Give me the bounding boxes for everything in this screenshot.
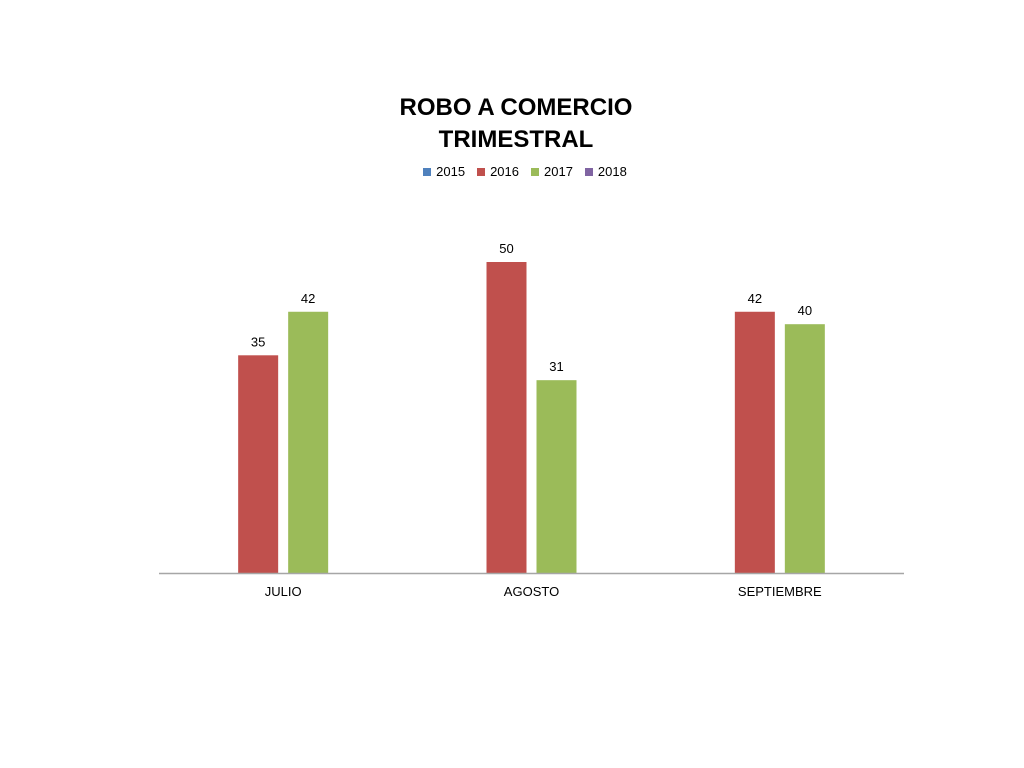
legend-swatch-2018	[584, 167, 593, 176]
x-tick-label-julio: JULIO	[265, 584, 302, 599]
chart-title-line-2: TRIMESTRAL	[438, 126, 594, 153]
legend-swatch-2016	[477, 167, 486, 176]
bar-julio-2017	[288, 311, 329, 573]
data-label-julio-2016: 35	[251, 334, 265, 349]
x-tick-label-agosto: AGOSTO	[504, 584, 559, 599]
bar-julio-2016	[238, 355, 279, 573]
bar-septiembre-2016	[734, 311, 775, 573]
legend-label-2017: 2017	[544, 164, 573, 179]
legend-item-2018: 2018	[584, 164, 627, 179]
chart-title: ROBO A COMERCIO TRIMESTRAL	[312, 92, 720, 156]
data-label-septiembre-2017: 40	[798, 303, 812, 318]
legend-label-2018: 2018	[597, 164, 627, 179]
bar-septiembre-2017	[784, 324, 825, 573]
data-label-julio-2017: 42	[301, 291, 315, 306]
legend-item-2015: 2015	[423, 164, 465, 179]
legend-swatch-2017	[531, 167, 539, 176]
legend-swatch-2015	[423, 167, 432, 176]
chart-title-line-1: ROBO A COMERCIO	[399, 94, 633, 121]
data-label-agosto-2017: 31	[549, 359, 563, 374]
bar-agosto-2017	[536, 380, 577, 573]
data-label-septiembre-2016: 42	[748, 291, 762, 306]
legend-label-2016: 2016	[490, 164, 519, 179]
legend: 2015 2016 2017 2018	[0, 164, 1024, 179]
x-tick-label-septiembre: SEPTIEMBRE	[738, 584, 822, 599]
data-label-agosto-2016: 50	[499, 241, 513, 256]
legend-item-2017: 2017	[531, 164, 573, 179]
legend-label-2015: 2015	[436, 164, 466, 179]
bar-agosto-2016	[486, 262, 527, 573]
legend-item-2016: 2016	[477, 164, 519, 179]
